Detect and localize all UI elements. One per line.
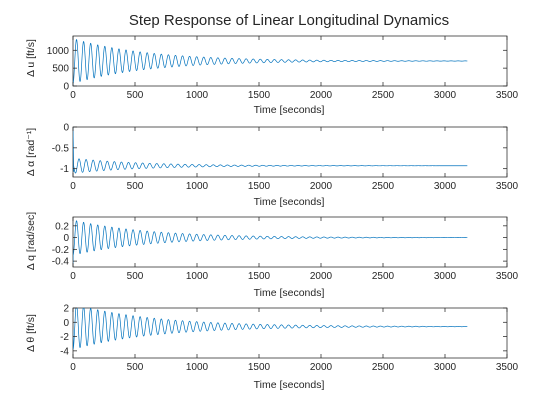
subplot-4-xtick-label: 1500: [248, 362, 271, 373]
subplot-3-xtick-label: 500: [127, 271, 144, 282]
subplot-4-xtick-label: 0: [70, 362, 76, 373]
subplot-1-xtick-label: 0: [70, 90, 76, 101]
subplot-4-xtick-label: 2000: [310, 362, 333, 373]
subplot-2-series-line: [73, 127, 468, 174]
subplot-1-xtick-label: 500: [127, 90, 144, 101]
subplot-1-xtick-label: 1500: [248, 90, 271, 101]
subplot-1-series-line: [73, 39, 468, 86]
subplot-2-axes-box: [72, 126, 508, 178]
subplot-4-ylabel: Δ θ [ft/s]: [25, 314, 37, 352]
subplot-1-xtick-label: 1000: [186, 90, 209, 101]
subplot-1-xtick-label: 2500: [372, 90, 395, 101]
subplot-4-axes-box: [72, 307, 508, 359]
subplot-4-xtick-label: 3500: [496, 362, 519, 373]
subplot-2-xtick-label: 0: [70, 181, 76, 192]
subplot-3-ytick-label: -0.2: [52, 245, 70, 256]
subplot-1-xtick-label: 3500: [496, 90, 519, 101]
subplot-2-xtick-label: 1000: [186, 181, 209, 192]
subplot-2-ytick-label: -1: [60, 164, 69, 175]
chart-title: Step Response of Linear Longitudinal Dyn…: [129, 12, 449, 29]
subplot-3-xtick-label: 2500: [372, 271, 395, 282]
subplot-1-ylabel: Δ u [ft/s]: [25, 39, 37, 77]
subplot-3-plot: 0 500 1000 1500 2000 2500 3000 3500-0.4-0.200.2: [52, 216, 519, 282]
subplot-3-xtick-label: 2000: [310, 271, 333, 282]
subplot-3-xtick-label: 3500: [496, 271, 519, 282]
subplot-3-series-line: [73, 220, 468, 265]
subplot-3-ytick-label: 0: [63, 233, 69, 244]
subplot-4-xtick-label: 1000: [186, 362, 209, 373]
subplot-2: Δ α [rad⁻¹] Time [seconds] 0 500 1000 1500 2…: [25, 123, 519, 209]
subplot-4-ytick-label: 0: [63, 318, 69, 329]
subplot-2-xtick-label: 2000: [310, 181, 333, 192]
subplot-3: Δ q [rad/sec] Time [seconds] 0 500 1000 150…: [25, 212, 519, 299]
subplot-1-xlabel: Time [seconds]: [254, 104, 325, 116]
subplot-3-xtick-label: 1000: [186, 271, 209, 282]
subplot-4-xtick-label: 500: [127, 362, 144, 373]
subplot-4-ytick-label: 2: [63, 304, 69, 315]
subplot-4-ytick-label: -2: [60, 332, 69, 343]
subplot-4-xtick-label: 2500: [372, 362, 395, 373]
subplot-3-xtick-label: 3000: [434, 271, 457, 282]
subplot-3-ytick-label: 0.2: [55, 221, 69, 232]
subplot-2-ytick-label: -0.5: [52, 143, 70, 154]
subplot-2-xtick-label: 3000: [434, 181, 457, 192]
subplot-3-xtick-label: 1500: [248, 271, 271, 282]
subplot-2-ytick-label: 0: [63, 123, 69, 134]
subplot-1: Δ u [ft/s] Time [seconds] 0 500 1000 1500 20…: [25, 35, 519, 116]
subplot-2-xtick-label: 3500: [496, 181, 519, 192]
subplot-1-ytick-label: 1000: [47, 46, 70, 57]
subplot-4-series-line: [73, 308, 468, 350]
subplot-3-axes-box: [72, 216, 508, 268]
subplot-2-xtick-label: 2500: [372, 181, 395, 192]
subplot-1-xtick-label: 3000: [434, 90, 457, 101]
subplot-4: Δ θ [ft/s] Time [seconds] 0 500 1000 1500 20…: [25, 304, 519, 392]
subplot-4-xlabel: Time [seconds]: [254, 379, 325, 391]
subplot-1-ytick-label: 0: [63, 82, 69, 93]
subplot-3-xlabel: Time [seconds]: [254, 287, 325, 299]
subplot-1-ytick-label: 500: [52, 64, 69, 75]
subplot-1-plot: 0 500 1000 1500 2000 2500 3000 3500 0 500 1000: [47, 35, 519, 101]
subplot-2-xtick-label: 1500: [248, 181, 271, 192]
subplot-2-ylabel: Δ α [rad⁻¹]: [25, 128, 37, 176]
subplot-4-plot: 0 500 1000 1500 2000 2500 3000 3500 -4 -2 0 2: [60, 304, 518, 374]
subplot-4-xtick-label: 3000: [434, 362, 457, 373]
subplot-4-ytick-label: -4: [60, 346, 69, 357]
subplot-3-ylabel: Δ q [rad/sec]: [25, 212, 37, 270]
subplot-1-xtick-label: 2000: [310, 90, 333, 101]
subplot-3-ytick-label: -0.4: [52, 257, 70, 268]
subplot-2-xlabel: Time [seconds]: [254, 196, 325, 208]
subplot-3-xtick-label: 0: [70, 271, 76, 282]
subplot-2-xtick-label: 500: [127, 181, 144, 192]
subplot-2-plot: 0 500 1000 1500 2000 2500 3000 3500 -1 -0.5 0: [52, 123, 519, 193]
